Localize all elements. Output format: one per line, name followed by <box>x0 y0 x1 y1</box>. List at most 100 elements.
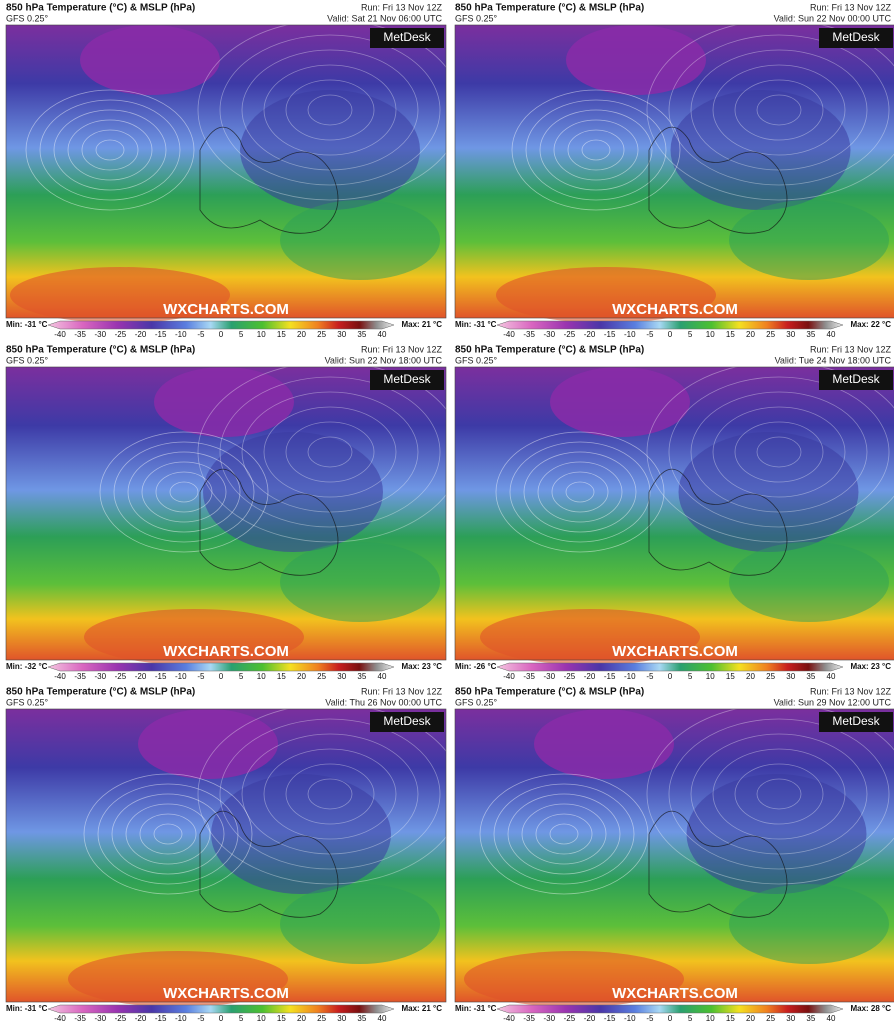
min-label: Min: -31 °C <box>6 320 48 329</box>
run-label: Run: Fri 13 Nov 12Z <box>361 686 443 696</box>
max-label: Max: 23 °C <box>401 662 442 671</box>
cold-air-mass <box>203 432 383 552</box>
isobar <box>511 89 681 211</box>
max-label: Max: 22 °C <box>850 320 891 329</box>
green-zone <box>729 884 889 964</box>
colorbar-tick-label: 10 <box>257 672 266 681</box>
watermark: WXCHARTS.COM <box>612 985 738 1002</box>
isobar <box>307 436 353 468</box>
model-label: GFS 0.25° <box>6 355 49 365</box>
isobar <box>95 139 125 161</box>
colorbar-tick-label: -10 <box>624 1014 636 1023</box>
isobar <box>549 823 579 845</box>
colorbar <box>496 662 844 672</box>
colorbar-tick-label: 30 <box>786 330 795 339</box>
colorbar-tick-label: 10 <box>706 1014 715 1023</box>
cold-air-mass <box>670 90 851 210</box>
colorbar-tick-label: 10 <box>257 1014 266 1023</box>
map-image <box>5 703 463 1007</box>
colorbar-tick-label: 35 <box>806 1014 815 1023</box>
watermark: WXCHARTS.COM <box>163 985 289 1002</box>
logo-text: MetDesk <box>832 372 880 386</box>
coastline <box>648 126 788 234</box>
isobar <box>155 471 213 513</box>
colorbar-tick-label: -15 <box>604 330 616 339</box>
isobar <box>169 481 199 503</box>
isobar <box>53 109 167 191</box>
cold-air-mass <box>80 25 220 95</box>
colorbar-tick-label: -40 <box>503 1014 515 1023</box>
colorbar <box>47 662 395 672</box>
colorbar-tick-label: 25 <box>766 1014 775 1023</box>
colorbar-tick-label: 10 <box>257 330 266 339</box>
colorbar-tick-label: -40 <box>54 330 66 339</box>
warm-air-mass <box>496 267 716 323</box>
colorbar-tick-label: 25 <box>766 672 775 681</box>
isobar <box>581 139 611 161</box>
colorbar-tick-label: 20 <box>297 1014 306 1023</box>
isobar <box>141 461 227 523</box>
max-label: Max: 28 °C <box>850 1004 891 1013</box>
colorbar-tick-label: 30 <box>786 672 795 681</box>
map-panel: 850 hPa Temperature (°C) & MSLP (hPa)GFS… <box>454 2 894 339</box>
colorbar-tick-label: -10 <box>624 672 636 681</box>
isobar <box>285 763 375 825</box>
colorbar-tick-label: 40 <box>378 672 387 681</box>
isobar <box>712 748 846 840</box>
isobar <box>153 823 183 845</box>
isobar <box>99 431 269 553</box>
isobar <box>67 119 153 181</box>
colorbar-tick-label: -25 <box>564 672 576 681</box>
colorbar-tick-label: 5 <box>239 330 244 339</box>
map-border <box>5 366 447 661</box>
isobar <box>668 376 890 528</box>
warm-air-mass <box>68 951 288 1007</box>
colorbar-tick-label: 20 <box>297 330 306 339</box>
colorbar-tick-label: -25 <box>115 1014 127 1023</box>
colorbar-tick-label: 15 <box>277 330 286 339</box>
colorbar <box>47 320 395 330</box>
colorbar-tick-label: 30 <box>337 672 346 681</box>
colorbar-tick-label: -15 <box>155 1014 167 1023</box>
colorbar-tick-label: -35 <box>523 330 535 339</box>
watermark: WXCHARTS.COM <box>612 301 738 318</box>
cold-air-mass <box>138 709 278 779</box>
map-border <box>454 24 894 319</box>
isobar <box>646 361 894 543</box>
map-image <box>5 361 463 665</box>
valid-label: Valid: Thu 26 Nov 00:00 UTC <box>325 697 442 707</box>
isobar <box>537 461 623 523</box>
warm-air-mass <box>464 951 684 1007</box>
colorbar-tick-label: 15 <box>277 1014 286 1023</box>
colorbar-tick-label: -5 <box>646 330 654 339</box>
map-border <box>454 366 894 661</box>
colorbar-tick-label: -10 <box>175 1014 187 1023</box>
isobar <box>285 79 375 141</box>
colorbar-tick-label: 15 <box>726 330 735 339</box>
isobar <box>668 718 890 870</box>
colorbar-tick-label: 0 <box>219 672 224 681</box>
map-image <box>454 703 894 1007</box>
colorbar-tick-label: 25 <box>317 1014 326 1023</box>
colorbar-tick-label: 40 <box>378 1014 387 1023</box>
logo-box <box>819 712 893 732</box>
colorbar-tick-label: 40 <box>378 330 387 339</box>
colorbar-tick-label: -10 <box>624 330 636 339</box>
coastline <box>199 810 339 918</box>
colorbar <box>496 320 844 330</box>
colorbar-tick-label: 15 <box>726 672 735 681</box>
logo-box <box>819 370 893 390</box>
colorbar-tick-label: -40 <box>54 672 66 681</box>
green-zone <box>280 884 440 964</box>
panel-title: 850 hPa Temperature (°C) & MSLP (hPa) <box>455 345 644 356</box>
colorbar-tick-label: 35 <box>357 672 366 681</box>
colorbar-tick-label: -5 <box>197 330 205 339</box>
colorbar-tick-label: -40 <box>503 672 515 681</box>
isobar <box>219 34 441 186</box>
cold-air-mass <box>534 709 674 779</box>
logo-text: MetDesk <box>383 372 431 386</box>
colorbar-tick-label: -25 <box>564 1014 576 1023</box>
max-label: Max: 21 °C <box>401 320 442 329</box>
isobar <box>493 783 635 885</box>
